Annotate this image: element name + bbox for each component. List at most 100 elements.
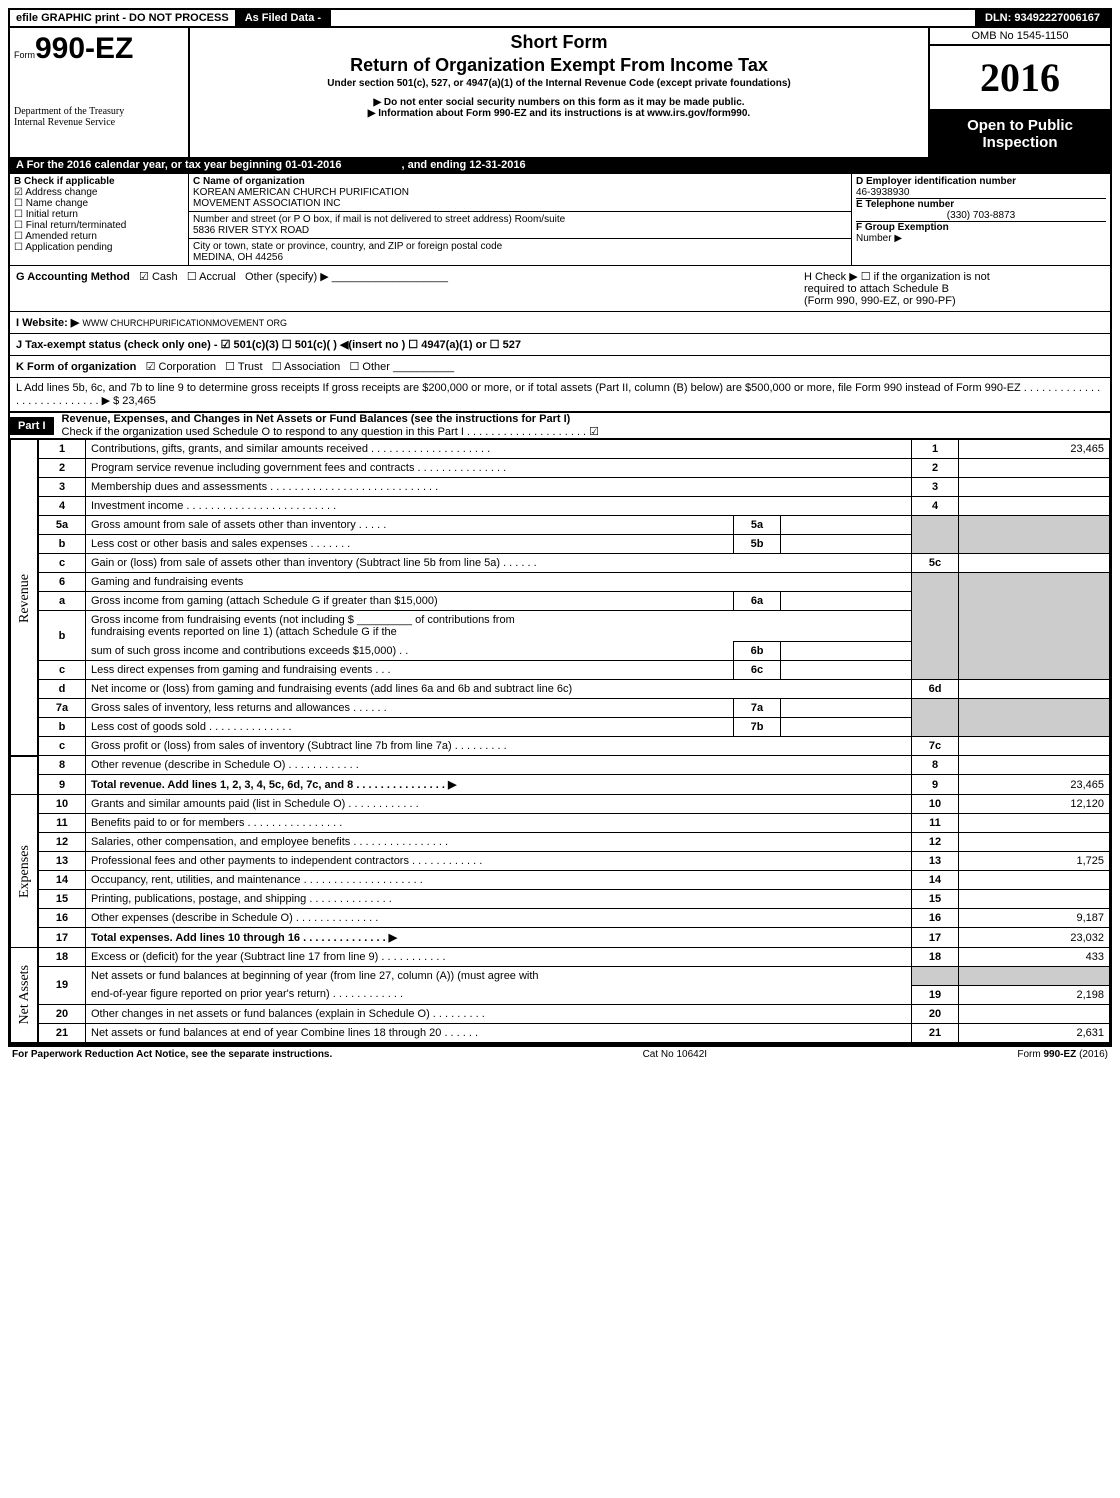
form-container: efile GRAPHIC print - DO NOT PROCESS As …	[8, 8, 1112, 1045]
line-num: 13	[38, 852, 86, 871]
form-title: Return of Organization Exempt From Incom…	[196, 55, 922, 76]
line-num: 11	[38, 814, 86, 833]
checkbox-other-org[interactable]: ☐	[349, 361, 359, 373]
line-11-desc: Benefits paid to or for members . . . . …	[86, 814, 912, 833]
checkbox-accrual[interactable]: ☐	[187, 271, 197, 283]
section-h-line1: H Check ▶ ☐ if the organization is not	[804, 270, 1104, 283]
short-form-label: Short Form	[196, 32, 922, 53]
line-1-desc: Contributions, gifts, grants, and simila…	[86, 440, 912, 459]
checkbox-initial-return[interactable]: ☐	[14, 209, 23, 220]
line-7b-desc: Less cost of goods sold . . . . . . . . …	[86, 718, 734, 737]
checkbox-trust[interactable]: ☐	[225, 361, 235, 373]
line-11-value	[959, 814, 1110, 833]
section-a-right: , and ending 12-31-2016	[401, 159, 525, 171]
checkbox-corporation[interactable]: ☑	[146, 361, 156, 373]
checkbox-name-change[interactable]: ☐	[14, 198, 23, 209]
line-2-value	[959, 459, 1110, 478]
line-15-desc: Printing, publications, postage, and shi…	[86, 890, 912, 909]
expenses-side-label: Expenses	[11, 795, 39, 948]
efile-notice: efile GRAPHIC print - DO NOT PROCESS	[10, 10, 235, 26]
line-5a-value	[781, 516, 912, 535]
trust-label: Trust	[238, 361, 263, 373]
line-16-desc: Other expenses (describe in Schedule O) …	[86, 909, 912, 928]
line-num: 3	[38, 478, 86, 497]
line-num: a	[38, 592, 86, 611]
org-form-label: K Form of organization	[16, 361, 136, 373]
paperwork-notice: For Paperwork Reduction Act Notice, see …	[12, 1049, 332, 1060]
checkbox-cash[interactable]: ☑	[139, 271, 149, 283]
line-rnum: 12	[912, 833, 959, 852]
line-4-value	[959, 497, 1110, 516]
line-19b-desc: end-of-year figure reported on prior yea…	[86, 985, 912, 1004]
line-7c-value	[959, 737, 1110, 756]
line-num: 9	[38, 775, 86, 795]
line-14-desc: Occupancy, rent, utilities, and maintena…	[86, 871, 912, 890]
org-name-2: MOVEMENT ASSOCIATION INC	[193, 198, 340, 209]
cat-number: Cat No 10642I	[643, 1049, 708, 1060]
inner-num: 7b	[734, 718, 781, 737]
website-label: I Website: ▶	[16, 317, 79, 329]
top-bar: efile GRAPHIC print - DO NOT PROCESS As …	[10, 10, 1110, 28]
line-num: 2	[38, 459, 86, 478]
line-rnum: 5c	[912, 554, 959, 573]
under-section: Under section 501(c), 527, or 4947(a)(1)…	[196, 78, 922, 89]
line-rnum: 21	[912, 1023, 959, 1042]
line-rnum: 17	[912, 928, 959, 948]
line-21-desc: Net assets or fund balances at end of ye…	[86, 1023, 912, 1042]
line-2-desc: Program service revenue including govern…	[86, 459, 912, 478]
shaded-cell	[912, 967, 959, 986]
line-num: 12	[38, 833, 86, 852]
line-1-value: 23,465	[959, 440, 1110, 459]
open-line1: Open to Public	[934, 117, 1106, 134]
line-rnum: 3	[912, 478, 959, 497]
inner-num: 6b	[734, 642, 781, 661]
section-h-line3: (Form 990, 990-EZ, or 990-PF)	[804, 295, 1104, 307]
checkbox-app-pending[interactable]: ☐	[14, 242, 23, 253]
accounting-method-label: G Accounting Method	[16, 271, 130, 283]
corp-label: Corporation	[159, 361, 216, 373]
street-label: Number and street (or P O box, if mail i…	[193, 214, 565, 225]
line-21-value: 2,631	[959, 1023, 1110, 1042]
line-rnum: 16	[912, 909, 959, 928]
line-10-value: 12,120	[959, 795, 1110, 814]
line-num: c	[38, 554, 86, 573]
bcd-row: B Check if applicable ☑ Address change ☐…	[10, 173, 1110, 265]
line-6b-part4: sum of such gross income and contributio…	[86, 642, 734, 661]
omb-number: OMB No 1545-1150	[930, 28, 1110, 46]
line-3-value	[959, 478, 1110, 497]
line-6b-part3: fundraising events reported on line 1) (…	[91, 626, 397, 638]
checkbox-amended[interactable]: ☐	[14, 231, 23, 242]
line-6b-part2: of contributions from	[412, 614, 515, 626]
shaded-cell	[959, 967, 1110, 986]
line-12-value	[959, 833, 1110, 852]
checkbox-address-change[interactable]: ☑	[14, 187, 23, 198]
inner-num: 7a	[734, 699, 781, 718]
part-i-title: Revenue, Expenses, and Changes in Net As…	[62, 413, 571, 425]
line-6a-value	[781, 592, 912, 611]
revenue-side-cont	[11, 756, 39, 795]
line-5a-desc: Gross amount from sale of assets other t…	[86, 516, 734, 535]
shaded-cell	[959, 573, 1110, 680]
shaded-cell	[959, 516, 1110, 554]
line-rnum: 7c	[912, 737, 959, 756]
website-value: WWW CHURCHPURIFICATIONMOVEMENT ORG	[82, 318, 287, 328]
city-state-zip: MEDINA, OH 44256	[193, 252, 283, 263]
line-num: 20	[38, 1004, 86, 1023]
line-5b-value	[781, 535, 912, 554]
cash-label: Cash	[152, 271, 178, 283]
line-19-value: 2,198	[959, 985, 1110, 1004]
line-6a-desc: Gross income from gaming (attach Schedul…	[86, 592, 734, 611]
org-name-1: KOREAN AMERICAN CHURCH PURIFICATION	[193, 187, 409, 198]
street-address: 5836 RIVER STYX ROAD	[193, 225, 309, 236]
part-i-label: Part I	[10, 417, 54, 435]
line-num: b	[38, 718, 86, 737]
line-rnum: 15	[912, 890, 959, 909]
line-6-desc: Gaming and fundraising events	[86, 573, 912, 592]
ein-value: 46-3938930	[856, 187, 1106, 198]
line-num: 18	[38, 948, 86, 967]
line-13-desc: Professional fees and other payments to …	[86, 852, 912, 871]
checkbox-final-return[interactable]: ☐	[14, 220, 23, 231]
checkbox-association[interactable]: ☐	[272, 361, 282, 373]
section-j: J Tax-exempt status (check only one) - ☑…	[10, 333, 1110, 355]
line-6c-value	[781, 661, 912, 680]
